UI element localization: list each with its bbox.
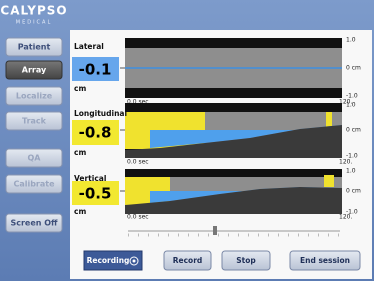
sidebar: Patient Array Localize Track QA Calibrat… [5,37,63,233]
logo: CALYPSO [0,4,67,18]
button-label[interactable]: End session [300,256,350,265]
trace [125,125,342,158]
button[interactable] [5,174,63,194]
value-box [72,181,119,205]
button[interactable] [163,250,212,271]
y-mid: 0 cm [346,65,361,72]
x-end: 120. [339,99,352,106]
button[interactable] [289,250,361,271]
button-label[interactable]: Stop [236,256,256,265]
logo-sub: MEDICAL [16,20,53,26]
x-start: 0.0 sec [127,99,149,106]
button-active[interactable] [5,60,63,80]
y-bottom: -1.0 [346,93,358,100]
plot-label: Lateral [74,42,104,51]
slider[interactable] [128,226,340,237]
recording-icon [129,256,139,266]
y-top: 1.0 [346,37,356,44]
value: -0.8 [79,124,112,142]
value: -0.1 [79,61,112,79]
y-mid: 0 cm [346,127,361,134]
button-label[interactable]: Calibrate [13,180,55,189]
x-end: 120. [339,159,352,166]
button[interactable] [5,37,63,57]
value: -0.5 [79,185,112,203]
button-label[interactable]: Localize [16,92,53,101]
button[interactable] [5,213,63,233]
trace-fill [150,125,342,148]
value-box [72,120,119,145]
unit: cm [74,148,86,157]
unit: cm [74,207,86,216]
button-label[interactable]: Patient [18,43,51,52]
y-mid: 0 cm [346,188,361,195]
trace-fill [326,112,332,130]
trace [125,187,342,214]
recording-icon-dot [132,259,136,263]
x-start: 0.0 sec [127,214,149,221]
x-start: 0.0 sec [127,159,149,166]
y-top: 1.0 [346,168,356,175]
recording-indicator [83,250,143,271]
button-label[interactable]: Array [22,66,47,75]
plot: Lateral -0.1 cm 1.0 0 cm -1.0 0.0 sec 12… [72,37,361,106]
button-label[interactable]: Track [22,117,47,126]
recording-label: Recording [87,256,130,265]
y-bottom: -1.0 [346,209,358,216]
button[interactable] [5,148,63,168]
slider-thumb[interactable] [213,226,217,235]
x-end: 120. [339,214,352,221]
plot: Vertical -0.5 cm 1.0 0 cm -1.0 0.0 sec 1… [72,168,361,221]
plot: Longitudinal -0.8 cm 1.0 0 cm -1.0 0.0 s… [72,102,361,166]
plot-label: Longitudinal [74,109,127,118]
unit: cm [74,84,86,93]
button-label[interactable]: QA [28,154,42,163]
y-bottom: -1.0 [346,153,358,160]
y-top: 1.0 [346,102,356,109]
trace-fill [324,175,334,187]
button[interactable] [5,86,63,106]
button[interactable] [5,111,63,131]
button[interactable] [221,250,271,271]
value-box [72,57,119,81]
button-label[interactable]: Record [173,256,203,265]
button-label[interactable]: Screen Off [10,219,58,228]
plot-label: Vertical [74,174,106,183]
